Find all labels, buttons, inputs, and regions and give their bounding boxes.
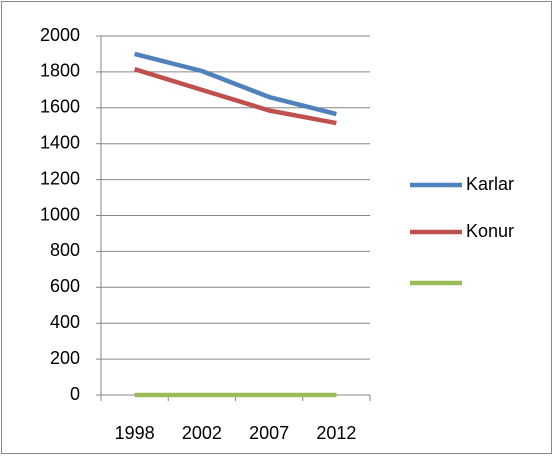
series-line	[133, 67, 337, 126]
x-tick-label: 2012	[316, 423, 356, 443]
y-tick-label: 800	[50, 240, 80, 260]
legend-label: Karlar	[466, 174, 514, 194]
x-tick-label: 2007	[249, 423, 289, 443]
legend-label: Konur	[466, 221, 514, 241]
y-tick-label: 1000	[40, 204, 80, 224]
y-tick-label: 2000	[40, 25, 80, 45]
y-tick-label: 200	[50, 348, 80, 368]
y-tick-label: 600	[50, 276, 80, 296]
series-line	[134, 51, 337, 117]
x-tick-label: 1998	[115, 423, 155, 443]
y-tick-label: 1400	[40, 132, 80, 152]
y-tick-label: 0	[70, 384, 80, 404]
x-tick-label: 2002	[182, 423, 222, 443]
y-tick-label: 400	[50, 312, 80, 332]
y-tick-label: 1800	[40, 61, 80, 81]
y-tick-label: 1600	[40, 97, 80, 117]
y-tick-label: 1200	[40, 168, 80, 188]
